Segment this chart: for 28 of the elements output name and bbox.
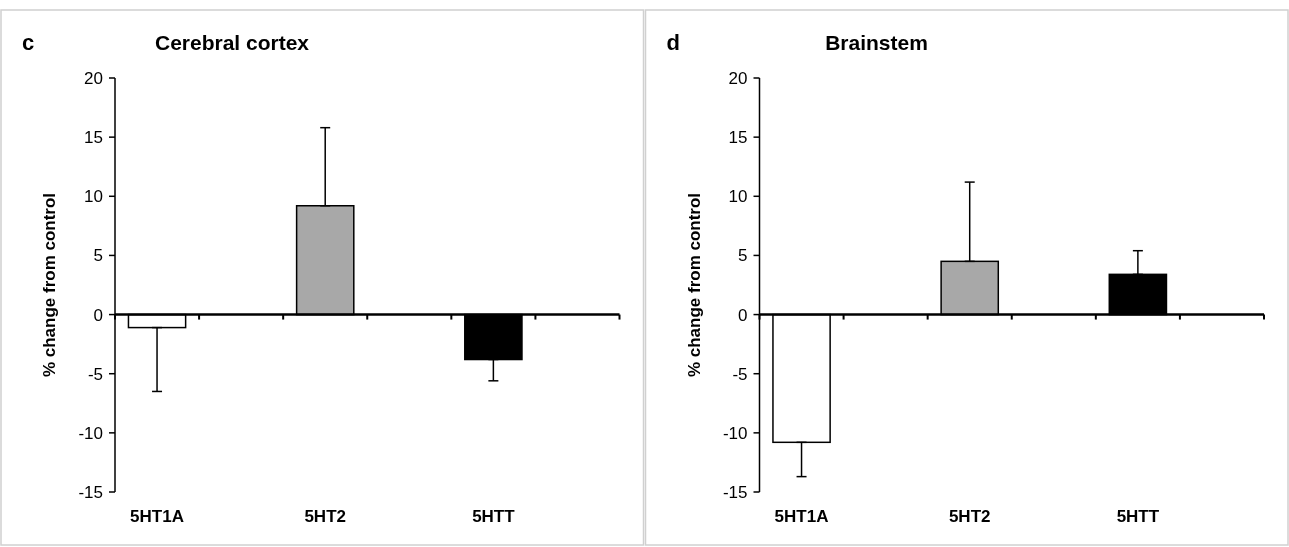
chart-title: Cerebral cortex — [154, 31, 310, 54]
y-tick-label: 15 — [84, 128, 103, 148]
y-axis-title: % change from control — [684, 192, 704, 378]
y-tick-label: -5 — [732, 364, 748, 384]
text: d — [666, 30, 680, 55]
text: c — [22, 30, 35, 55]
y-tick-label: 20 — [728, 68, 748, 88]
y-tick-label: -15 — [722, 482, 748, 502]
chart-title: Brainstem — [825, 31, 928, 54]
y-tick-label: 20 — [84, 68, 103, 88]
y-tick-label: -5 — [87, 364, 103, 384]
y-tick-label: 5 — [93, 246, 103, 266]
x-tick-label: 5HTT — [1116, 507, 1160, 526]
y-axis-title: % change from control — [40, 192, 59, 378]
x-tick-label: 5HT2 — [304, 507, 346, 526]
y-tick-label: -10 — [78, 423, 103, 443]
y-tick-label: 10 — [84, 187, 103, 207]
y-tick-label: -10 — [722, 423, 748, 443]
x-tick-label: 5HT1A — [774, 507, 829, 526]
y-tick-label: 0 — [738, 305, 748, 325]
x-tick-label: 5HT1A — [130, 507, 184, 526]
x-tick-label: 5HTT — [472, 507, 516, 526]
x-tick-label: 5HT2 — [948, 507, 991, 526]
y-tick-label: 0 — [93, 305, 103, 325]
y-tick-label: -15 — [78, 482, 103, 502]
y-tick-label: 5 — [738, 246, 748, 266]
y-tick-label: 10 — [728, 187, 748, 207]
y-tick-label: 15 — [728, 128, 748, 148]
